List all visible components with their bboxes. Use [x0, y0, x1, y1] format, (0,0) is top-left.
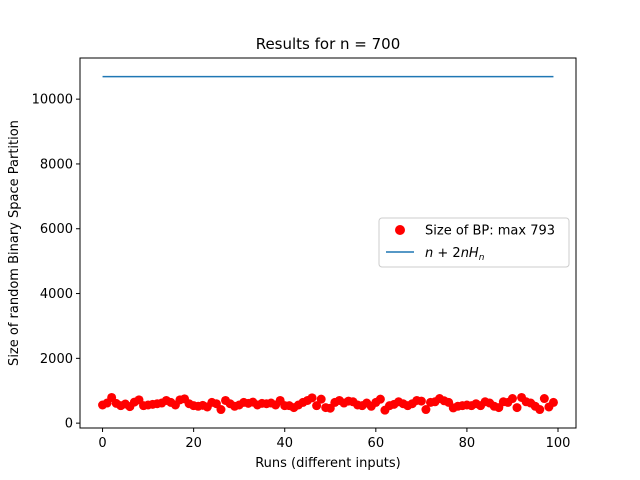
- data-point: [548, 397, 558, 407]
- y-tick-label: 2000: [40, 352, 73, 367]
- chart-title: Results for n = 700: [256, 35, 401, 53]
- legend-label-points: Size of BP: max 793: [425, 224, 555, 239]
- x-tick-label: 100: [546, 436, 571, 451]
- data-point: [312, 401, 322, 411]
- data-point: [535, 405, 545, 415]
- data-point: [316, 394, 326, 404]
- legend-frame: [378, 217, 570, 268]
- data-point: [307, 393, 317, 403]
- y-tick-label: 10000: [32, 93, 73, 108]
- data-point: [375, 394, 385, 404]
- legend-marker-points: [395, 225, 405, 235]
- x-tick-label: 80: [459, 436, 476, 451]
- data-point: [507, 394, 517, 404]
- x-tick-label: 0: [98, 436, 106, 451]
- y-tick-label: 6000: [40, 222, 73, 237]
- y-tick-label: 8000: [40, 157, 73, 172]
- y-axis-label: Size of random Binary Space Partition: [7, 120, 22, 366]
- data-point: [539, 394, 549, 404]
- legend-label-line: n + 2nHn: [425, 246, 485, 263]
- legend: Size of BP: max 793 n + 2nHn: [378, 217, 570, 268]
- data-point: [512, 403, 522, 413]
- data-point: [216, 405, 226, 415]
- axes-frame: [79, 57, 577, 429]
- x-tick-label: 60: [368, 436, 385, 451]
- data-layer: [98, 75, 558, 415]
- x-axis: 0 20 40 60 80 100: [98, 428, 570, 451]
- x-axis-label: Runs (different inputs): [255, 456, 401, 471]
- data-point: [421, 405, 431, 415]
- x-tick-label: 40: [276, 436, 293, 451]
- y-axis: 0 2000 4000 6000 8000 10000: [32, 93, 80, 432]
- x-tick-label: 20: [185, 436, 202, 451]
- y-tick-label: 4000: [40, 287, 73, 302]
- y-tick-label: 0: [65, 417, 73, 432]
- data-point: [416, 396, 426, 406]
